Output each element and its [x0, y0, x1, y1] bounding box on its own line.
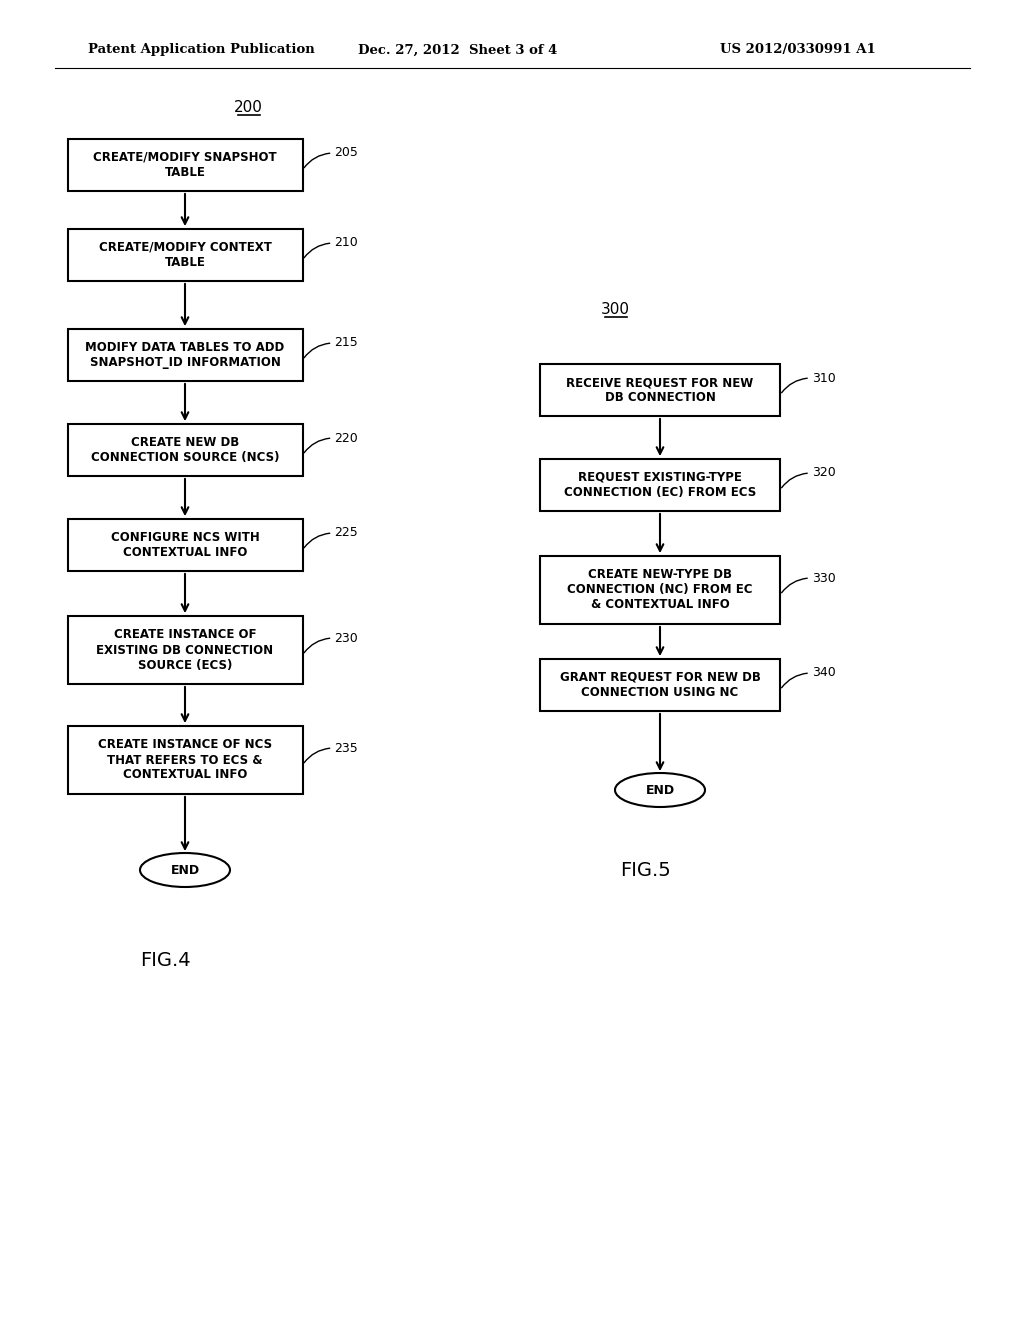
Text: 340: 340: [812, 667, 836, 680]
Text: Patent Application Publication: Patent Application Publication: [88, 44, 314, 57]
Text: END: END: [645, 784, 675, 796]
FancyBboxPatch shape: [68, 424, 302, 477]
Text: CONFIGURE NCS WITH
CONTEXTUAL INFO: CONFIGURE NCS WITH CONTEXTUAL INFO: [111, 531, 259, 558]
Text: CREATE NEW DB
CONNECTION SOURCE (NCS): CREATE NEW DB CONNECTION SOURCE (NCS): [91, 436, 280, 465]
FancyBboxPatch shape: [68, 228, 302, 281]
FancyBboxPatch shape: [540, 364, 780, 416]
Text: Dec. 27, 2012  Sheet 3 of 4: Dec. 27, 2012 Sheet 3 of 4: [358, 44, 557, 57]
FancyBboxPatch shape: [68, 329, 302, 381]
Text: 300: 300: [600, 302, 630, 318]
FancyBboxPatch shape: [68, 726, 302, 795]
Ellipse shape: [140, 853, 230, 887]
Text: FIG.4: FIG.4: [139, 950, 190, 969]
Text: US 2012/0330991 A1: US 2012/0330991 A1: [720, 44, 876, 57]
Text: CREATE NEW-TYPE DB
CONNECTION (NC) FROM EC
& CONTEXTUAL INFO: CREATE NEW-TYPE DB CONNECTION (NC) FROM …: [567, 569, 753, 611]
Text: REQUEST EXISTING-TYPE
CONNECTION (EC) FROM ECS: REQUEST EXISTING-TYPE CONNECTION (EC) FR…: [564, 471, 756, 499]
Text: FIG.5: FIG.5: [620, 861, 671, 879]
Text: END: END: [170, 863, 200, 876]
Text: 235: 235: [335, 742, 358, 755]
Text: 200: 200: [233, 100, 262, 116]
Text: 320: 320: [812, 466, 836, 479]
Text: 215: 215: [335, 337, 358, 350]
Text: 205: 205: [335, 147, 358, 160]
Text: 310: 310: [812, 371, 836, 384]
Text: 330: 330: [812, 572, 836, 585]
FancyBboxPatch shape: [540, 459, 780, 511]
FancyBboxPatch shape: [540, 659, 780, 711]
Text: CREATE INSTANCE OF NCS
THAT REFERS TO ECS &
CONTEXTUAL INFO: CREATE INSTANCE OF NCS THAT REFERS TO EC…: [98, 738, 272, 781]
Text: CREATE/MODIFY SNAPSHOT
TABLE: CREATE/MODIFY SNAPSHOT TABLE: [93, 150, 276, 180]
Text: 230: 230: [335, 631, 358, 644]
Text: 220: 220: [335, 432, 358, 445]
Text: CREATE INSTANCE OF
EXISTING DB CONNECTION
SOURCE (ECS): CREATE INSTANCE OF EXISTING DB CONNECTIO…: [96, 628, 273, 672]
Text: MODIFY DATA TABLES TO ADD
SNAPSHOT_ID INFORMATION: MODIFY DATA TABLES TO ADD SNAPSHOT_ID IN…: [85, 341, 285, 370]
FancyBboxPatch shape: [68, 519, 302, 572]
Text: CREATE/MODIFY CONTEXT
TABLE: CREATE/MODIFY CONTEXT TABLE: [98, 242, 271, 269]
Text: GRANT REQUEST FOR NEW DB
CONNECTION USING NC: GRANT REQUEST FOR NEW DB CONNECTION USIN…: [559, 671, 761, 700]
FancyBboxPatch shape: [68, 616, 302, 684]
Ellipse shape: [615, 774, 705, 807]
Text: 225: 225: [335, 527, 358, 540]
Text: 210: 210: [335, 236, 358, 249]
FancyBboxPatch shape: [68, 139, 302, 191]
FancyBboxPatch shape: [540, 556, 780, 624]
Text: RECEIVE REQUEST FOR NEW
DB CONNECTION: RECEIVE REQUEST FOR NEW DB CONNECTION: [566, 376, 754, 404]
